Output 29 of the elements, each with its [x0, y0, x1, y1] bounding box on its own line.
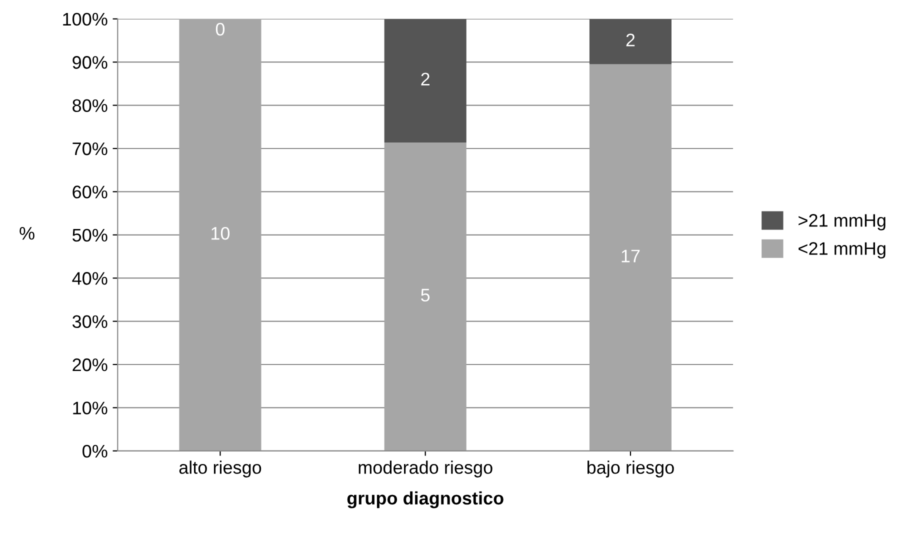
y-tick-label: 10% — [73, 402, 108, 414]
legend-label: <21 mmHg — [798, 242, 886, 259]
annotation: 2 — [421, 72, 430, 86]
x-tick-label: moderado riesgo — [358, 460, 492, 478]
bar — [589, 18, 672, 64]
y-tick-label: 20% — [72, 358, 108, 372]
y-tick-label: 80% — [72, 99, 108, 112]
y-tick-label: 70% — [72, 142, 108, 156]
x-tick-label: alto riesgo — [179, 460, 262, 478]
annotation: 17 — [622, 250, 640, 262]
y-tick-label: 0% — [82, 444, 108, 458]
legend-label: >21 mmHg — [798, 214, 886, 230]
bar — [179, 18, 262, 451]
x-axis-title: grupo diagnostico — [347, 491, 504, 508]
annotation: 2 — [626, 34, 635, 46]
annotation: 5 — [421, 288, 430, 302]
annotation: 10 — [212, 226, 230, 240]
y-tick-label: 100% — [63, 12, 108, 26]
x-tick-label: bajo riesgo — [587, 460, 674, 478]
y-tick-label: 40% — [72, 272, 108, 285]
bar — [384, 18, 466, 142]
y-tick-label: 30% — [72, 315, 108, 328]
y-axis-title: % — [20, 227, 34, 240]
y-tick-label: 50% — [72, 228, 108, 242]
y-tick-label: 90% — [72, 56, 108, 69]
y-tick-label: 60% — [72, 186, 108, 198]
annotation: 0 — [216, 22, 225, 36]
bar — [384, 142, 466, 451]
bar — [589, 64, 672, 451]
